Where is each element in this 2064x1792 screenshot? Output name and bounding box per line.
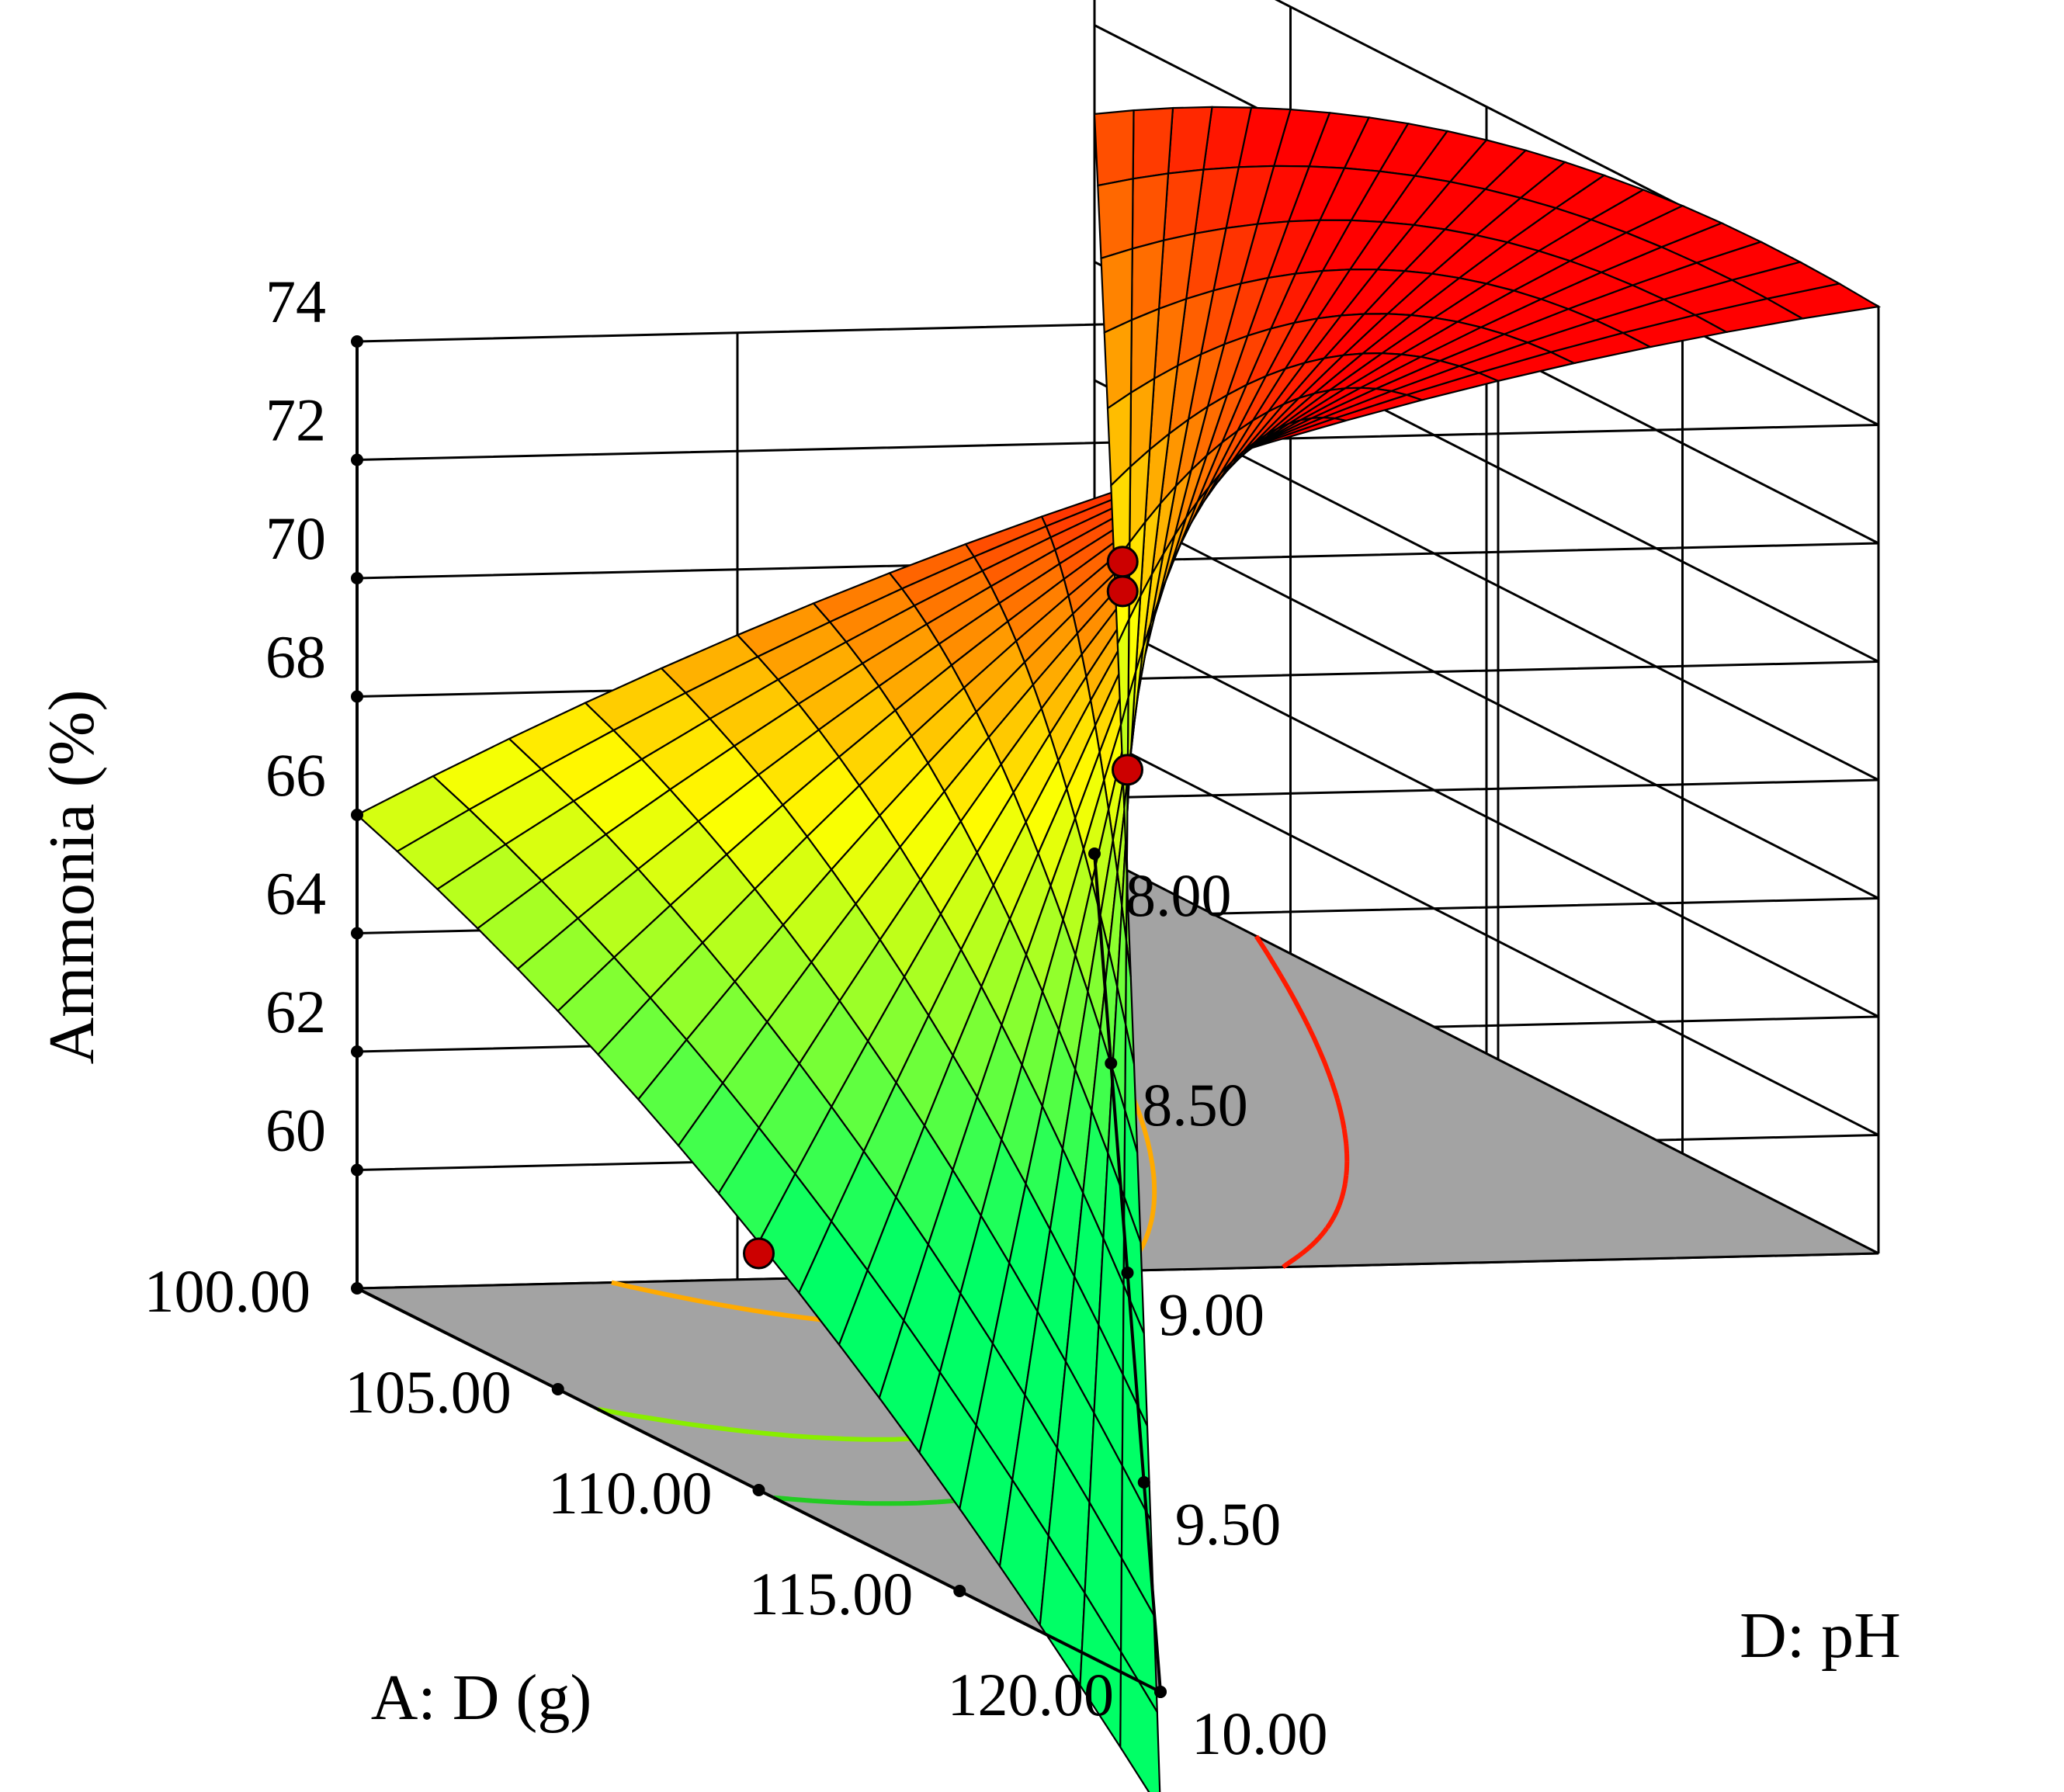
z-tick-label: 74: [265, 268, 326, 335]
y-tick-label: 9.50: [1175, 1490, 1282, 1558]
z-axis-title: Ammonia (%): [36, 690, 108, 1065]
z-tick-dot: [351, 1163, 363, 1177]
x-tick-label: 110.00: [548, 1459, 713, 1527]
y-tick-dot: [1105, 1057, 1118, 1069]
x-tick-dot: [351, 1282, 363, 1295]
y-axis-title: D: pH: [1740, 1600, 1901, 1672]
design-point: [743, 1237, 775, 1270]
z-tick-dot: [351, 335, 363, 348]
surface-cell: [1119, 1648, 1161, 1792]
y-tick-dot: [1137, 1476, 1150, 1489]
design-points: [743, 546, 1143, 1270]
x-tick-label: 115.00: [749, 1560, 914, 1627]
response-surface: [356, 106, 1882, 1792]
y-tick-label: 10.00: [1192, 1700, 1328, 1767]
tick-labels: 100.00 105.00 110.00 115.00 120.00 8.00 8.50 9.…: [144, 268, 1328, 1767]
z-tick-label: 66: [265, 741, 326, 809]
y-tick-dot: [1088, 847, 1101, 860]
z-tick-dot: [351, 809, 363, 821]
design-point: [1106, 546, 1139, 578]
z-tick-dot: [351, 453, 363, 466]
surface-cell: [1097, 177, 1134, 260]
y-tick-dot: [1121, 1267, 1134, 1279]
x-axis-title: A: D (g): [371, 1662, 592, 1734]
surface-cell: [1093, 109, 1135, 187]
y-tick-dot: [1154, 1686, 1167, 1698]
x-tick-label: 120.00: [948, 1661, 1115, 1728]
z-tick-dot: [351, 690, 363, 703]
surface-cell: [1131, 172, 1170, 250]
x-tick-label: 100.00: [144, 1257, 311, 1325]
x-tick-dot: [752, 1484, 765, 1496]
surface-cell: [1132, 106, 1174, 180]
z-tick-label: 72: [265, 386, 326, 454]
y-tick-label: 8.50: [1142, 1071, 1248, 1139]
z-tick-dot: [351, 927, 363, 940]
surface-cell: [1100, 247, 1133, 334]
z-tick-label: 68: [265, 623, 326, 691]
y-tick-label: 9.00: [1159, 1281, 1265, 1348]
z-tick-dot: [351, 1045, 363, 1058]
x-tick-dot: [953, 1585, 966, 1597]
design-point: [1106, 575, 1139, 608]
x-tick-label: 105.00: [345, 1358, 512, 1426]
z-tick-label: 70: [265, 504, 326, 572]
z-tick-dot: [351, 572, 363, 584]
axes: [351, 335, 1167, 1698]
z-tick-label: 60: [265, 1097, 326, 1164]
y-tick-label: 8.00: [1126, 861, 1232, 929]
contour-line-72: [1254, 934, 1350, 1270]
z-tick-label: 62: [265, 978, 326, 1045]
design-point: [1112, 754, 1143, 786]
x-tick-dot: [551, 1383, 564, 1395]
z-tick-label: 64: [265, 860, 326, 927]
